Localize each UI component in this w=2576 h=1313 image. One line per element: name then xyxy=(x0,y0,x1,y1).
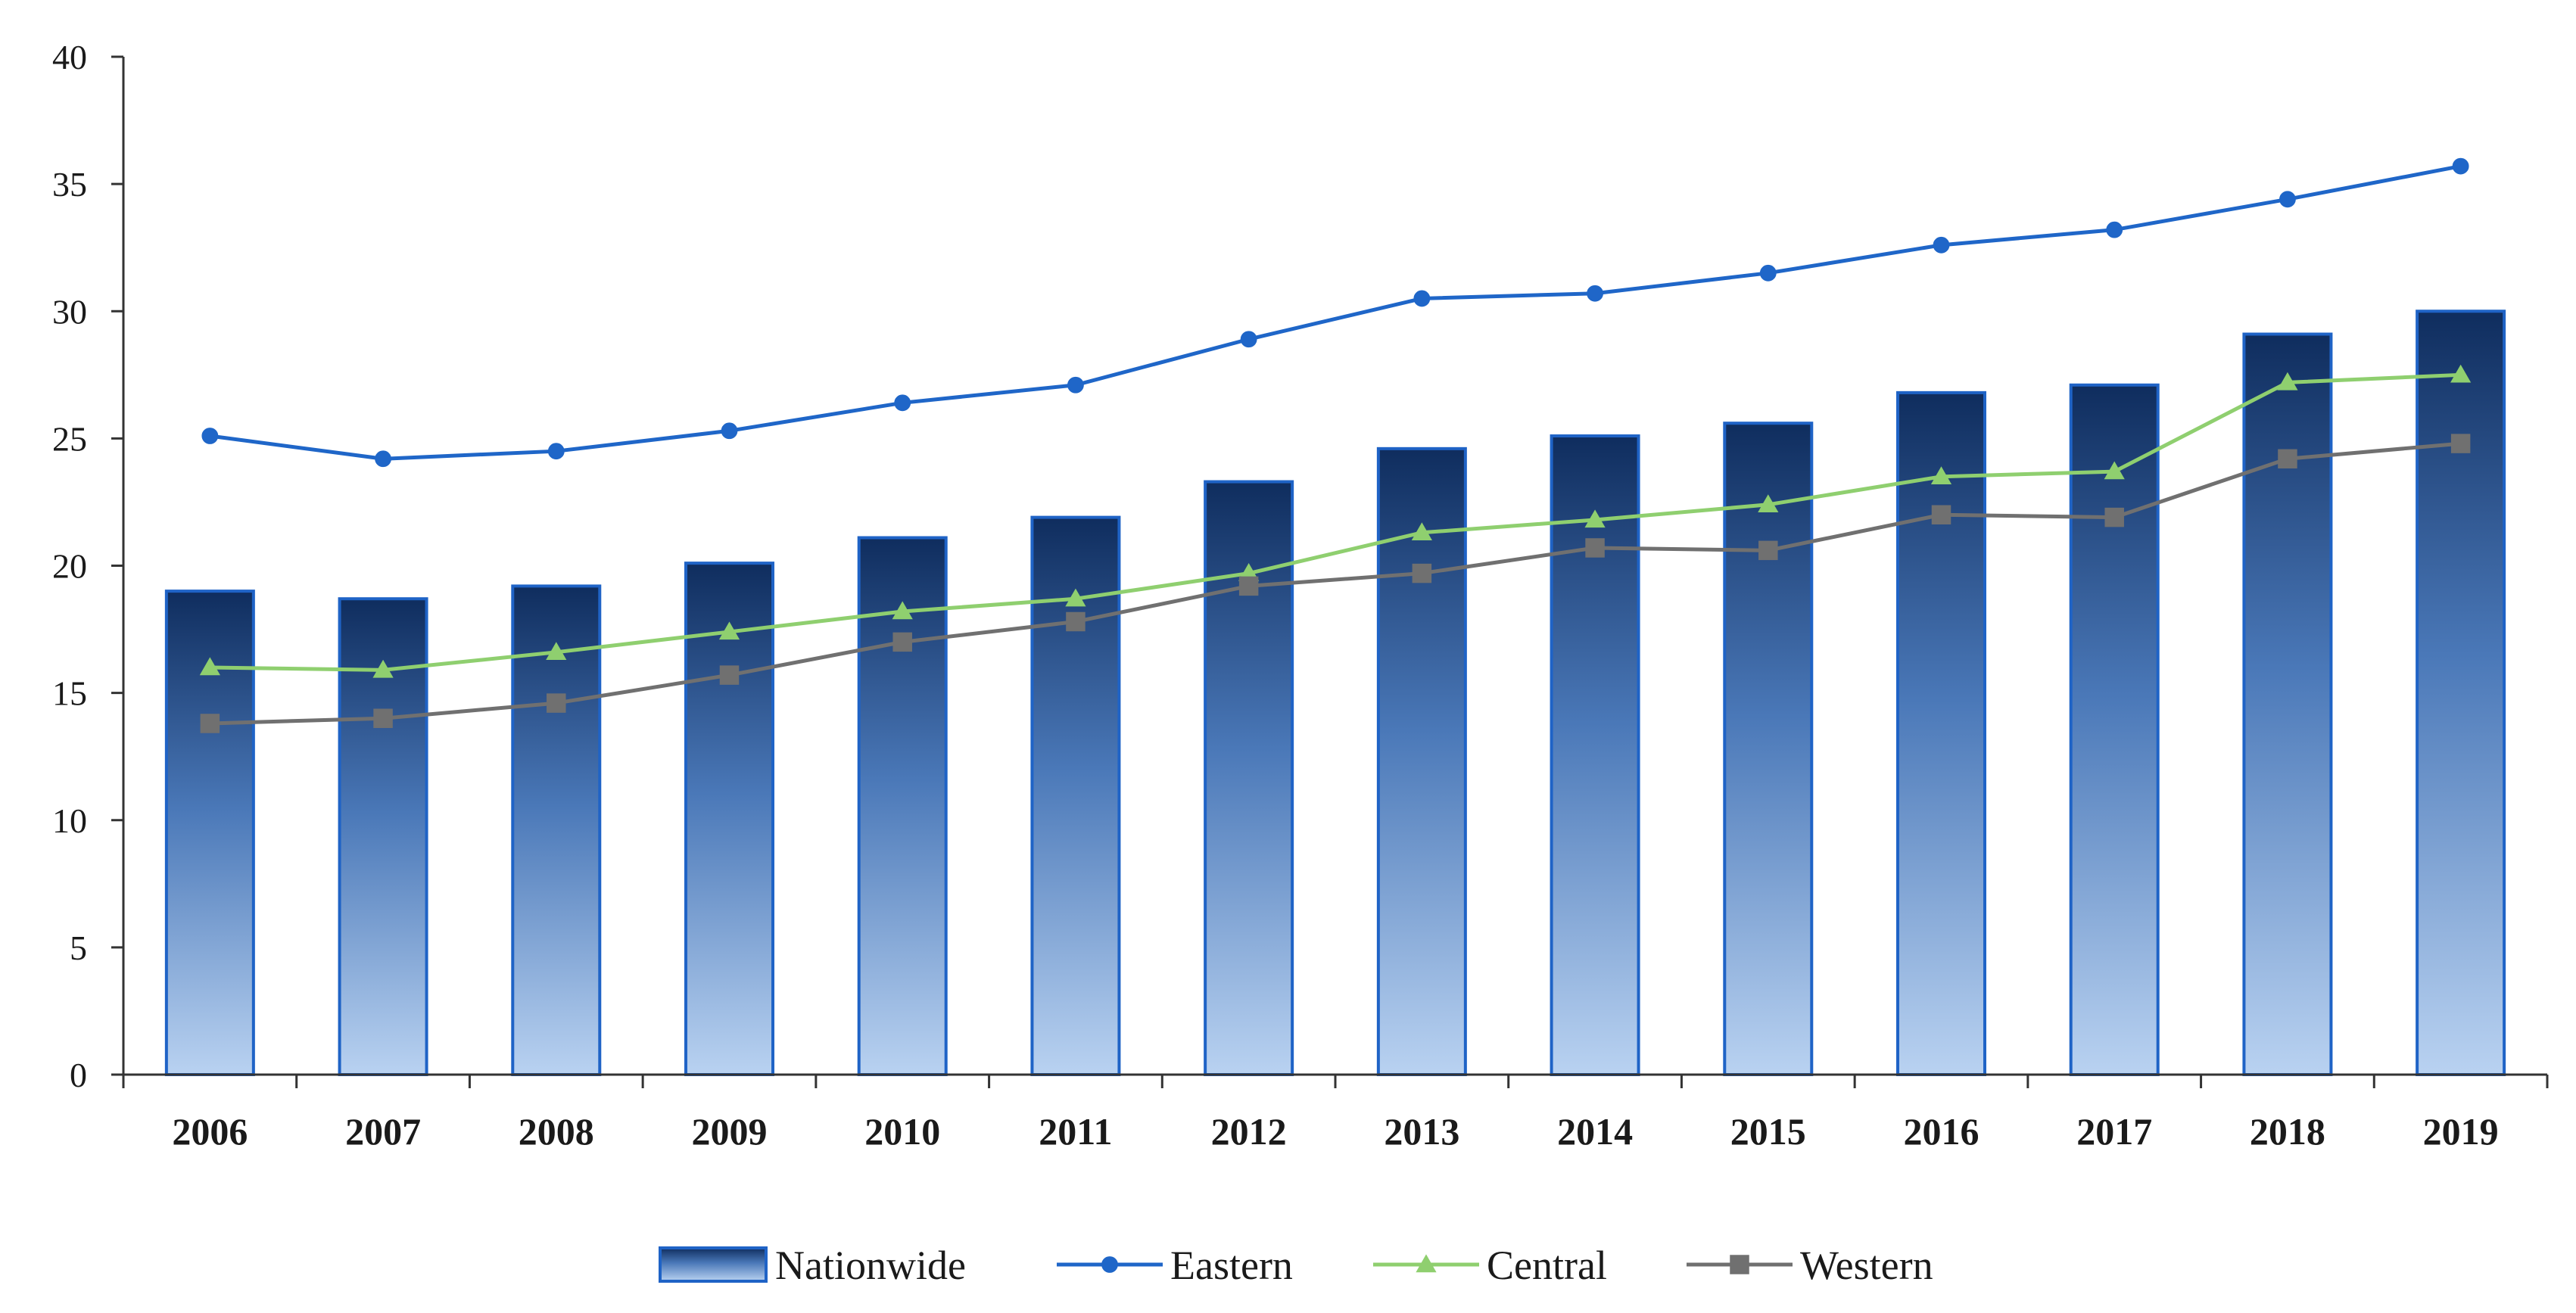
bar-2013 xyxy=(1376,446,1467,1076)
x-tick-label-2010: 2010 xyxy=(864,1110,940,1153)
x-tick-label-2013: 2013 xyxy=(1384,1110,1459,1153)
western-line xyxy=(207,441,2463,726)
eastern-point-2010 xyxy=(894,394,911,412)
bar-2007 xyxy=(338,597,428,1076)
legend-label-nationwide: Nationwide xyxy=(775,1243,966,1288)
western-point-2016 xyxy=(1931,505,1951,524)
x-tick-label-2015: 2015 xyxy=(1730,1110,1806,1153)
legend-swatch-nationwide xyxy=(659,1246,768,1283)
x-tick-label-2007: 2007 xyxy=(345,1110,421,1153)
y-tick-label-5: 5 xyxy=(70,929,87,967)
legend-item-eastern: Eastern xyxy=(1057,1243,1293,1288)
y-tick-label-0: 0 xyxy=(70,1056,87,1094)
eastern-point-2019 xyxy=(2452,157,2469,175)
western-point-2009 xyxy=(719,665,740,685)
eastern-point-2018 xyxy=(2279,191,2296,208)
western-point-2008 xyxy=(547,693,566,713)
x-tick-label-2016: 2016 xyxy=(1904,1110,1980,1153)
eastern-point-2009 xyxy=(721,422,738,440)
central-point-2009 xyxy=(718,621,740,640)
x-tick-label-2006: 2006 xyxy=(172,1110,248,1153)
x-tick-label-2009: 2009 xyxy=(692,1110,768,1153)
x-tick-label-2017: 2017 xyxy=(2076,1110,2152,1153)
bar-2016 xyxy=(1896,390,1986,1076)
western-point-2015 xyxy=(1758,540,1778,561)
bar-2009 xyxy=(684,562,774,1076)
legend-label-eastern: Eastern xyxy=(1170,1243,1293,1288)
y-tick-label-20: 20 xyxy=(52,547,87,586)
bar-series-group xyxy=(164,310,2506,1076)
y-tick-label-40: 40 xyxy=(52,38,87,76)
eastern-point-2007 xyxy=(375,450,391,468)
eastern-point-2013 xyxy=(1413,290,1431,307)
eastern-point-2016 xyxy=(1933,236,1950,254)
y-tick-label-30: 30 xyxy=(52,292,87,331)
x-tick-label-2019: 2019 xyxy=(2423,1110,2499,1153)
legend-item-nationwide: Nationwide xyxy=(659,1243,966,1288)
central-point-2007 xyxy=(372,659,394,678)
central-point-2015 xyxy=(1758,494,1779,512)
eastern-point-2006 xyxy=(201,428,219,444)
x-tick-label-2012: 2012 xyxy=(1211,1110,1287,1153)
eastern-point-2017 xyxy=(2106,221,2123,238)
line-series-group xyxy=(199,157,2472,733)
y-tick-label-15: 15 xyxy=(52,674,87,713)
western-point-2007 xyxy=(373,708,393,728)
eastern-point-2012 xyxy=(1240,331,1257,348)
legend-item-central: Central xyxy=(1373,1243,1607,1288)
x-tick-label-2014: 2014 xyxy=(1557,1110,1633,1153)
x-tick-label-2018: 2018 xyxy=(2250,1110,2325,1153)
central-point-2011 xyxy=(1065,588,1086,607)
central-point-2018 xyxy=(2277,372,2298,390)
central-line xyxy=(207,372,2463,672)
eastern-line xyxy=(207,164,2463,461)
eastern-point-2008 xyxy=(547,443,565,460)
y-tick-label-25: 25 xyxy=(52,419,87,458)
western-point-2010 xyxy=(892,632,912,652)
central-point-2017 xyxy=(2104,461,2125,480)
x-tick-label-2011: 2011 xyxy=(1039,1110,1112,1153)
x-tick-label-2008: 2008 xyxy=(519,1110,594,1153)
legend-marker-western xyxy=(1730,1255,1749,1274)
axes-group: 0 5 10 15 20 25 30 35 40 2006 2007 2008 2009 2010 2011… xyxy=(52,38,2549,1153)
legend-label-central: Central xyxy=(1487,1243,1607,1288)
bar-2017 xyxy=(2069,383,2160,1076)
central-point-2008 xyxy=(546,642,567,661)
bar-2019 xyxy=(2416,310,2506,1076)
western-point-2006 xyxy=(200,714,220,733)
eastern-point-2011 xyxy=(1067,376,1084,394)
western-point-2012 xyxy=(1238,576,1259,596)
central-point-2010 xyxy=(892,601,913,620)
central-point-2014 xyxy=(1584,509,1606,528)
eastern-point-2015 xyxy=(1759,264,1777,282)
legend-item-western: Western xyxy=(1687,1243,1933,1288)
legend-marker-eastern xyxy=(1101,1256,1118,1273)
western-point-2017 xyxy=(2104,507,2124,527)
bar-2015 xyxy=(1723,422,1814,1076)
western-point-2013 xyxy=(1412,563,1432,583)
central-point-2016 xyxy=(1930,466,1952,485)
central-point-2013 xyxy=(1411,522,1432,540)
y-tick-label-10: 10 xyxy=(52,801,87,840)
western-point-2019 xyxy=(2450,434,2471,453)
bar-2008 xyxy=(511,584,602,1076)
central-point-2006 xyxy=(199,657,220,676)
western-point-2011 xyxy=(1066,611,1086,632)
western-point-2018 xyxy=(2278,449,2297,469)
y-tick-label-35: 35 xyxy=(52,165,87,204)
western-point-2014 xyxy=(1585,538,1605,558)
eastern-point-2014 xyxy=(1587,285,1603,302)
bar-2014 xyxy=(1550,434,1640,1076)
legend-marker-central xyxy=(1416,1254,1437,1273)
legend: Nationwide Eastern Central Western xyxy=(659,1243,1933,1288)
legend-label-western: Western xyxy=(1800,1243,1933,1288)
bar-2018 xyxy=(2242,332,2333,1076)
central-point-2019 xyxy=(2450,364,2472,383)
bar-2010 xyxy=(857,536,948,1076)
